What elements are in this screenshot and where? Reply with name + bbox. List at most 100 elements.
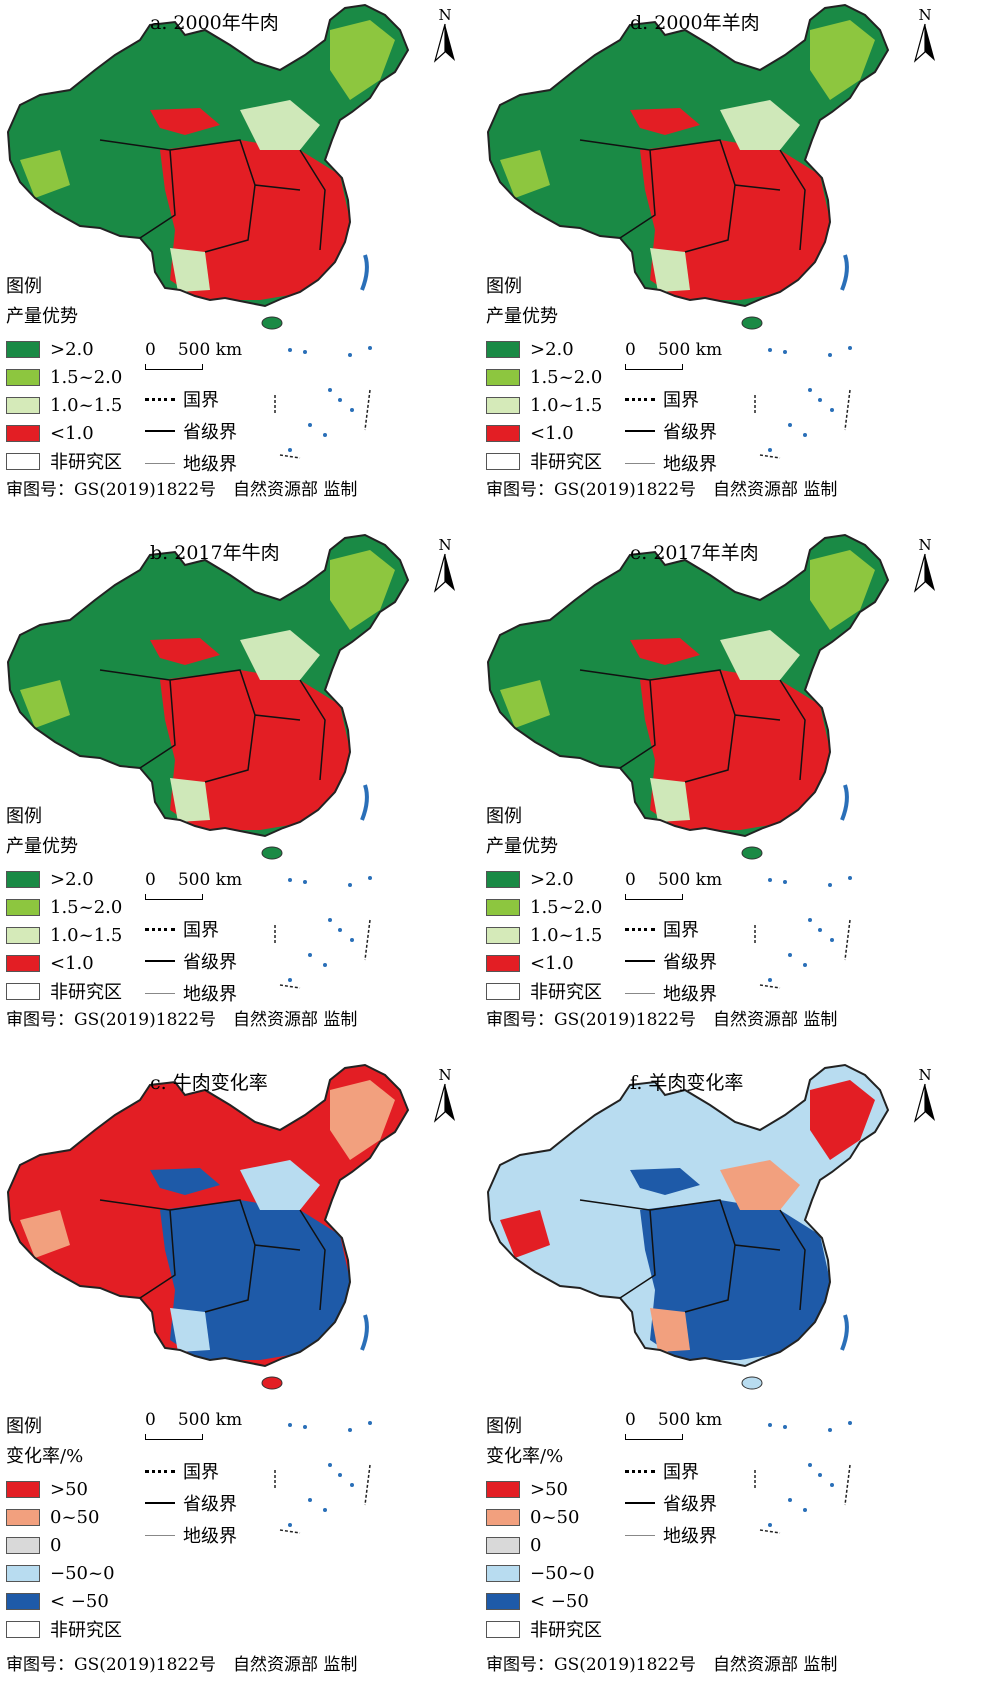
legend-heading: 变化率/% [6, 1446, 84, 1467]
legend-label: < −50 [50, 1590, 109, 1612]
north-arrow-icon: N [905, 1066, 945, 1126]
legend-title: 图例 [6, 1416, 42, 1437]
svg-text:N: N [438, 1066, 451, 1084]
legend-item: <1.0 [486, 419, 602, 447]
legend-label: <1.0 [50, 422, 94, 444]
panel-title: e. 2017年羊肉 [630, 542, 759, 564]
legend-swatch [6, 1480, 40, 1498]
legend-swatch [486, 340, 520, 358]
map-approval-footer: 审图号：GS(2019)1822号 自然资源部 监制 [6, 480, 358, 500]
legend-swatch [486, 452, 520, 470]
scale-zero: 0 [625, 340, 636, 360]
legend-label: 非研究区 [50, 982, 122, 1003]
legend-label: 非研究区 [530, 452, 602, 473]
legend-swatch [486, 954, 520, 972]
legend-label: 1.5~2.0 [530, 896, 603, 918]
china-map [486, 533, 890, 860]
panel-title: d. 2000年羊肉 [630, 12, 760, 34]
panel-title: f. 羊肉变化率 [630, 1072, 744, 1094]
svg-text:N: N [438, 6, 451, 24]
legend-label: 非研究区 [50, 1620, 122, 1641]
legend-swatch [6, 1564, 40, 1582]
national-boundary-item: 国界 [145, 913, 237, 945]
scale-distance: 500 km [657, 1410, 723, 1430]
legend-swatch [486, 982, 520, 1000]
legend-title: 图例 [486, 276, 522, 297]
legend-label: −50~0 [50, 1562, 115, 1584]
national-boundary-item: 国界 [625, 1455, 717, 1487]
legend-item: 非研究区 [486, 1615, 602, 1643]
legend-swatch [6, 1536, 40, 1554]
boundary-legend: 国界 省级界 地级界 [625, 1455, 717, 1551]
legend-swatch [6, 870, 40, 888]
legend-label: 非研究区 [530, 982, 602, 1003]
legend-item: 0 [486, 1531, 602, 1559]
legend-title: 图例 [486, 806, 522, 827]
legend-label: 0~50 [50, 1506, 100, 1528]
map-panel-c: c. 牛肉变化率 N 图例 变化率/% >50 0~50 0 −50~0 < −50 非研究区 0 5… [0, 1060, 470, 1690]
north-arrow-icon: N [425, 536, 465, 596]
south-china-sea-inset [270, 340, 390, 464]
legend-heading: 变化率/% [486, 1446, 564, 1467]
map-panel-a: a. 2000年牛肉 N 图例 产量优势 >2.0 1.5~2.0 1.0~1.5 <1.0 非… [0, 0, 470, 540]
national-boundary-item: 国界 [145, 1455, 237, 1487]
prefectural-boundary-item: 地级界 [145, 447, 237, 479]
provincial-boundary-item: 省级界 [145, 945, 237, 977]
map-legend: 图例 产量优势 >2.0 1.5~2.0 1.0~1.5 <1.0 非研究区 [486, 805, 602, 1005]
legend-swatch [6, 368, 40, 386]
legend-item: 1.0~1.5 [6, 391, 122, 419]
legend-label: 1.5~2.0 [50, 896, 123, 918]
legend-swatch [6, 340, 40, 358]
national-boundary-item: 国界 [145, 383, 237, 415]
legend-item: <1.0 [486, 949, 602, 977]
legend-swatch [486, 424, 520, 442]
legend-label: < −50 [530, 1590, 589, 1612]
scale-zero: 0 [145, 1410, 156, 1430]
svg-text:N: N [918, 6, 931, 24]
legend-item: >2.0 [6, 335, 122, 363]
legend-swatch [486, 368, 520, 386]
boundary-legend: 国界 省级界 地级界 [145, 1455, 237, 1551]
provincial-boundary-item: 省级界 [145, 415, 237, 447]
panel-title: b. 2017年牛肉 [150, 542, 280, 564]
legend-label: 0~50 [530, 1506, 580, 1528]
scale-distance: 500 km [657, 870, 723, 890]
panel-title: a. 2000年牛肉 [150, 12, 279, 34]
legend-swatch [6, 982, 40, 1000]
china-map [486, 1063, 890, 1390]
legend-swatch [6, 1620, 40, 1638]
legend-item: 0~50 [486, 1503, 602, 1531]
prefectural-boundary-item: 地级界 [625, 977, 717, 1009]
legend-item: >50 [6, 1475, 122, 1503]
legend-item: 1.0~1.5 [6, 921, 122, 949]
legend-swatch [486, 870, 520, 888]
legend-heading: 产量优势 [486, 836, 558, 857]
legend-item: <1.0 [6, 949, 122, 977]
legend-label: 1.5~2.0 [530, 366, 603, 388]
prefectural-boundary-item: 地级界 [625, 1519, 717, 1551]
legend-item: 0~50 [6, 1503, 122, 1531]
south-china-sea-inset [270, 1415, 390, 1539]
china-map [6, 1063, 410, 1390]
legend-label: <1.0 [530, 952, 574, 974]
legend-item: 非研究区 [6, 447, 122, 475]
national-boundary-item: 国界 [625, 383, 717, 415]
legend-label: 1.0~1.5 [530, 394, 603, 416]
legend-label: 1.0~1.5 [530, 924, 603, 946]
legend-title: 图例 [6, 276, 42, 297]
scale-zero: 0 [625, 1410, 636, 1430]
legend-label: 1.0~1.5 [50, 924, 123, 946]
legend-label: <1.0 [50, 952, 94, 974]
map-panel-d: d. 2000年羊肉 N 图例 产量优势 >2.0 1.5~2.0 1.0~1.5 <1.0 非… [480, 0, 950, 540]
legend-swatch [6, 1508, 40, 1526]
legend-swatch [486, 1564, 520, 1582]
map-panel-b: b. 2017年牛肉 N 图例 产量优势 >2.0 1.5~2.0 1.0~1.5 <1.0 非… [0, 530, 470, 1070]
legend-item: 非研究区 [486, 447, 602, 475]
scale-zero: 0 [145, 340, 156, 360]
svg-text:N: N [918, 1066, 931, 1084]
map-legend: 图例 产量优势 >2.0 1.5~2.0 1.0~1.5 <1.0 非研究区 [486, 275, 602, 475]
legend-label: −50~0 [530, 1562, 595, 1584]
legend-label: >2.0 [50, 868, 94, 890]
china-map [486, 3, 890, 330]
legend-swatch [6, 452, 40, 470]
